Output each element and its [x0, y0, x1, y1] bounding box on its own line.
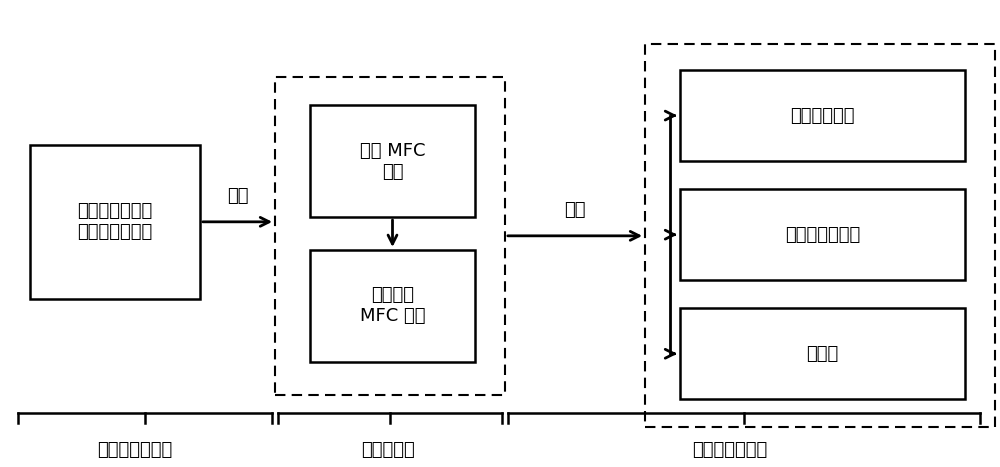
- Text: 注入: 注入: [227, 187, 248, 205]
- Text: 电压值: 电压值: [806, 345, 839, 363]
- Text: 藻类 MFC
系统: 藻类 MFC 系统: [360, 142, 425, 181]
- Bar: [310, 105, 475, 217]
- Text: 反应器模块: 反应器模块: [361, 441, 415, 460]
- Bar: [30, 145, 200, 299]
- Bar: [680, 70, 965, 161]
- Text: 进出水控制模块: 进出水控制模块: [97, 441, 173, 460]
- Bar: [310, 250, 475, 362]
- Text: 芦苇湿地
MFC 系统: 芦苇湿地 MFC 系统: [360, 286, 425, 325]
- Text: 不同浓度梯度含
草甘膦农药废水: 不同浓度梯度含 草甘膦农药废水: [77, 202, 153, 241]
- Bar: [275, 77, 505, 395]
- Text: 监测: 监测: [564, 201, 586, 219]
- Text: 草甘膦去除率: 草甘膦去除率: [790, 106, 855, 125]
- Bar: [680, 189, 965, 280]
- Text: 电化学监测模块: 电化学监测模块: [692, 441, 768, 460]
- Bar: [645, 44, 995, 427]
- Bar: [680, 308, 965, 399]
- Text: 水质指标去除率: 水质指标去除率: [785, 226, 860, 244]
